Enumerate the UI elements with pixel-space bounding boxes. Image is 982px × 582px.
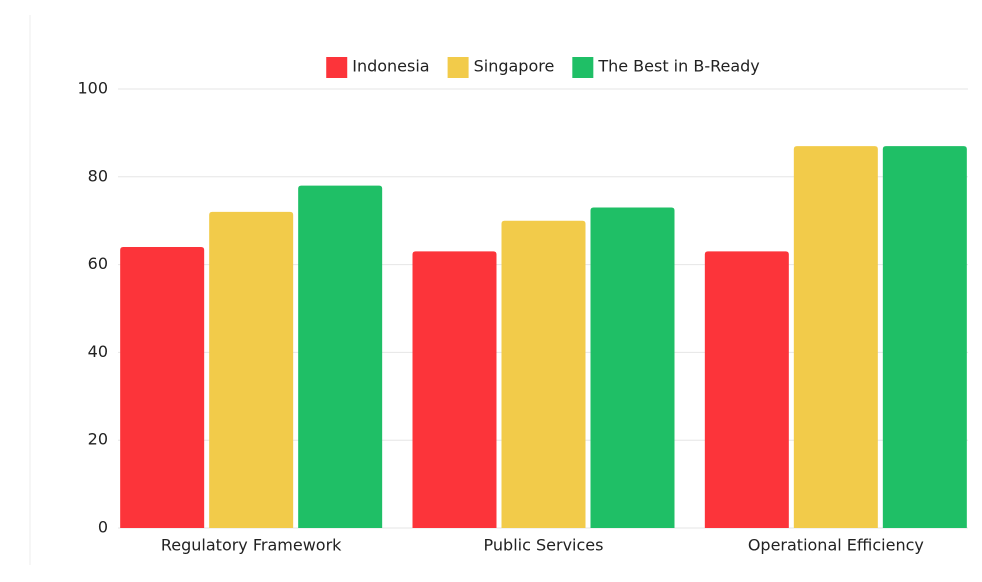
bar (209, 211, 294, 529)
bar (501, 220, 586, 528)
legend-swatch (572, 57, 594, 78)
x-tick-label: Operational Efficiency (748, 536, 924, 555)
legend-label: The Best in B-Ready (597, 57, 759, 76)
bar (793, 146, 878, 528)
y-tick-label: 60 (88, 254, 108, 273)
x-tick-label: Public Services (484, 536, 604, 555)
legend-swatch (326, 57, 348, 78)
y-tick-label: 80 (88, 166, 108, 185)
y-tick-label: 0 (98, 518, 108, 537)
y-tick-label: 40 (88, 342, 108, 361)
bar (298, 185, 383, 528)
bar (412, 251, 497, 528)
legend-label: Singapore (474, 57, 555, 76)
y-tick-label: 20 (88, 430, 108, 449)
bar (590, 207, 675, 528)
bar (882, 146, 967, 528)
y-tick-label: 100 (77, 79, 108, 98)
legend-swatch (447, 57, 469, 78)
legend-label: Indonesia (352, 57, 429, 76)
x-tick-label: Regulatory Framework (161, 536, 342, 555)
bar (704, 251, 789, 528)
bar (120, 247, 205, 529)
